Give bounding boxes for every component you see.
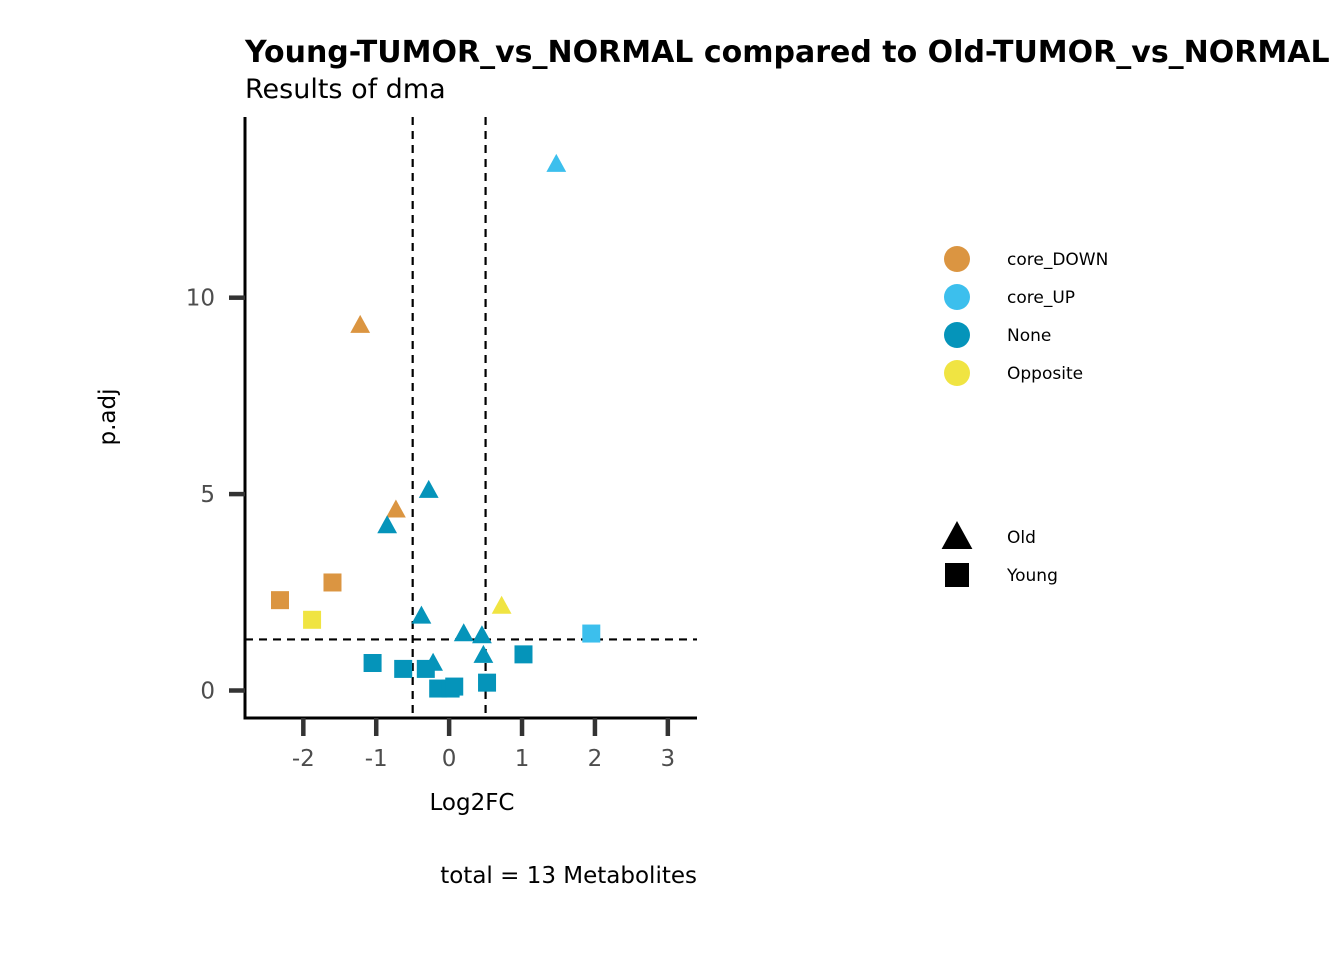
legend-label: Old — [1007, 528, 1036, 548]
color-legend: core_DOWN core_UP None Opposite — [944, 246, 1108, 386]
shape-legend: Old Young — [941, 521, 1058, 587]
legend-label: core_UP — [1007, 288, 1075, 308]
chart-subtitle: Results of dma — [245, 74, 446, 105]
data-point — [478, 673, 497, 692]
legend-label: None — [1007, 326, 1051, 346]
legend-key-core_DOWN — [944, 246, 970, 272]
data-point — [546, 153, 567, 172]
data-point — [418, 479, 439, 498]
x-tick-label: -1 — [365, 746, 388, 772]
data-point — [491, 595, 512, 614]
x-tick-label: 3 — [661, 746, 676, 772]
data-point — [411, 605, 432, 624]
plot-area — [243, 117, 697, 720]
data-point — [303, 610, 322, 629]
y-tick-label: 10 — [186, 286, 215, 312]
x-tick-label: 1 — [515, 746, 530, 772]
legend-label: core_DOWN — [1007, 250, 1108, 270]
data-point — [472, 625, 492, 644]
data-point — [363, 654, 382, 673]
chart-caption: total = 13 Metabolites — [440, 863, 697, 889]
data-point — [323, 573, 342, 592]
y-tick-label: 0 — [200, 679, 215, 705]
legend-key-core_UP — [944, 284, 970, 310]
data-point — [416, 659, 435, 678]
data-point — [394, 659, 413, 678]
data-point — [582, 624, 601, 643]
y-axis-title: p.adj — [95, 389, 121, 446]
data-point — [453, 623, 474, 642]
y-tick-label: 5 — [200, 482, 215, 508]
chart-title: Young-TUMOR_vs_NORMAL compared to Old-TU… — [244, 35, 1330, 70]
legend-key-Opposite — [944, 360, 970, 386]
x-axis-title: Log2FC — [429, 790, 514, 816]
legend-label: Opposite — [1007, 364, 1083, 384]
data-point — [386, 499, 406, 518]
legend-label: Young — [1006, 566, 1058, 586]
x-tick-label: 0 — [442, 746, 457, 772]
y-axis-ticks: 0 5 10 — [186, 286, 245, 705]
legend-key-Old — [941, 521, 973, 549]
data-point — [377, 515, 398, 534]
x-tick-label: -2 — [292, 746, 315, 772]
x-axis-ticks: -2 -1 0 1 2 3 — [292, 718, 675, 772]
legend-key-Young — [945, 563, 969, 587]
data-point — [514, 645, 533, 664]
data-point — [473, 644, 494, 663]
x-tick-label: 2 — [588, 746, 603, 772]
data-point — [270, 591, 289, 610]
data-point — [350, 314, 371, 333]
legend-key-None — [944, 322, 970, 348]
data-point — [445, 677, 464, 696]
